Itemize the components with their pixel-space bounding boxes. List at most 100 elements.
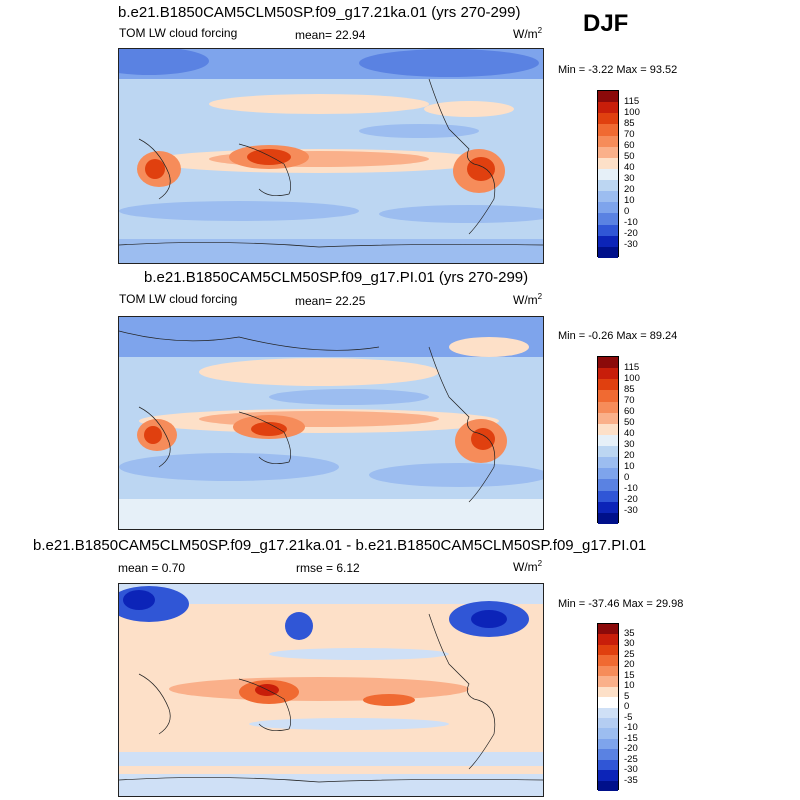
panel2-cb-tick: 60 bbox=[624, 406, 635, 417]
panel3-cb-tick: -10 bbox=[624, 722, 638, 733]
panel3-cb-swatch bbox=[598, 634, 618, 645]
panel2-cb-swatch bbox=[598, 501, 618, 513]
panel3-minmax: Min = -37.46 Max = 29.98 bbox=[558, 598, 684, 610]
panel2-cb-tick: 115 bbox=[624, 362, 640, 373]
panel3-kuroshio-blue bbox=[285, 612, 313, 640]
panel3-cb-tick: -30 bbox=[624, 764, 638, 775]
panel1-cb-tick: 0 bbox=[624, 206, 630, 217]
panel3-cb-swatch bbox=[598, 738, 618, 750]
panel1-arctic-blob-e bbox=[359, 49, 539, 77]
panel2-eurasia-coast bbox=[119, 330, 380, 351]
panel1-cb-tick: 85 bbox=[624, 118, 635, 129]
panel2-title: b.e21.B1850CAM5CLM50SP.f09_g17.PI.01 (yr… bbox=[144, 269, 529, 286]
panel2-minmax: Min = -0.26 Max = 89.24 bbox=[558, 330, 678, 342]
panel1-cb-tick: 20 bbox=[624, 184, 635, 195]
panel1-south-blue bbox=[119, 201, 359, 221]
season-label: DJF bbox=[583, 10, 629, 37]
panel3-cb-tick: 30 bbox=[624, 638, 635, 649]
panel1-arctic-blob-w bbox=[119, 49, 209, 75]
panel1-warmpool-core bbox=[247, 149, 291, 165]
panel2-cb-tick: -20 bbox=[624, 494, 638, 505]
panel2-mean-label: mean= bbox=[295, 294, 333, 308]
panel1-antarctica-coast bbox=[119, 242, 543, 248]
panel1-cb-tick: 70 bbox=[624, 129, 635, 140]
panel3-units-exp: 2 bbox=[537, 559, 543, 568]
panel1-mean-value: 22.94 bbox=[335, 28, 366, 42]
panel3-units: W/m2 bbox=[513, 559, 542, 574]
panel2-cb-swatch bbox=[598, 423, 618, 435]
panel2-africa-coast bbox=[138, 406, 171, 468]
panel2-cb-swatch bbox=[598, 490, 618, 502]
panel2-cb-tick: -30 bbox=[624, 505, 638, 516]
panel1-cb-swatch bbox=[598, 113, 618, 125]
panel1-cb-swatch bbox=[598, 224, 618, 236]
panel1-cb-tick: 40 bbox=[624, 162, 635, 173]
panel2-cb-swatch bbox=[598, 434, 618, 446]
panel2-map-svg bbox=[119, 317, 543, 529]
panel3-mean-label: mean = bbox=[118, 561, 159, 575]
panel2-units-exp: 2 bbox=[537, 292, 543, 301]
panel3-mean-value: 0.70 bbox=[161, 561, 186, 575]
panel3-natl-blue-core bbox=[471, 610, 507, 628]
panel3-southern-light bbox=[119, 752, 543, 766]
panel1-cb-swatch bbox=[598, 124, 618, 136]
panel1-natl-band bbox=[424, 101, 514, 117]
panel2-natl-band bbox=[449, 337, 529, 357]
panel1-minmax: Min = -3.22 Max = 93.52 bbox=[558, 64, 678, 76]
panel2-antarctic-band bbox=[119, 499, 543, 529]
panel3-cb-tick: -25 bbox=[624, 754, 638, 765]
panel1-cb-swatch bbox=[598, 157, 618, 169]
panel3-antarctica-coast bbox=[119, 777, 543, 783]
panel3-cb-tick: -20 bbox=[624, 743, 638, 754]
panel3-cb-tick: 10 bbox=[624, 680, 635, 691]
panel1-map bbox=[118, 48, 544, 264]
panel2-south-blue-e bbox=[369, 463, 543, 487]
panel2-cb-swatch bbox=[598, 457, 618, 469]
panel3-spac-light bbox=[249, 718, 449, 730]
panel2-cb-tick: 30 bbox=[624, 439, 635, 450]
panel3-cb-swatch bbox=[598, 770, 618, 781]
panel3-cb-tick: 35 bbox=[624, 628, 635, 639]
panel2-cb-swatch bbox=[598, 390, 618, 402]
panel2-cb-tick: 10 bbox=[624, 461, 635, 472]
panel1-subtrop-blue bbox=[359, 124, 479, 138]
panel3-cb-swatch bbox=[598, 655, 618, 666]
panel1-cb-tick: 50 bbox=[624, 151, 635, 162]
panel3-tropical-warm bbox=[169, 677, 469, 701]
panel1-cb-swatch bbox=[598, 102, 618, 114]
panel3-cb-swatch bbox=[598, 707, 618, 718]
panel3-rmse-value: 6.12 bbox=[336, 561, 360, 575]
panel1-cb-swatch bbox=[598, 191, 618, 203]
panel1-cb-swatch bbox=[598, 202, 618, 214]
panel2-subtrop-blue bbox=[269, 389, 429, 405]
panel2-cb-tick: 0 bbox=[624, 472, 630, 483]
panel2-americas-coast bbox=[428, 346, 496, 503]
panel1-mean-label: mean= bbox=[295, 28, 333, 42]
panel3-maritime-coast bbox=[238, 678, 291, 731]
panel1-cb-tick: 115 bbox=[624, 96, 640, 107]
panel1-cb-swatch bbox=[598, 168, 618, 180]
panel2-npac-band bbox=[199, 358, 439, 386]
panel3-cb-tick: -15 bbox=[624, 733, 638, 744]
panel2-variable: TOM LW cloud forcing bbox=[119, 292, 238, 306]
panel2-mean: mean= 22.25 bbox=[295, 294, 365, 308]
panel3-cb-swatch bbox=[598, 697, 618, 708]
panel3-mean: mean = 0.70 bbox=[118, 561, 185, 575]
panel1-variable: TOM LW cloud forcing bbox=[119, 26, 238, 40]
panel3-cb-tick: -5 bbox=[624, 712, 633, 723]
panel1-map-svg bbox=[119, 49, 543, 263]
panel2-cb-swatch bbox=[598, 468, 618, 480]
panel2-cb-tick: 50 bbox=[624, 417, 635, 428]
panel1-cb-swatch bbox=[598, 91, 618, 103]
panel1-samerica-core bbox=[467, 157, 495, 181]
panel2-cb-swatch bbox=[598, 446, 618, 458]
panel1-cb-tick: 30 bbox=[624, 173, 635, 184]
panel2-cb-swatch bbox=[598, 368, 618, 380]
panel1-antarctic-band bbox=[119, 239, 543, 263]
panel3-cb-swatch bbox=[598, 780, 618, 791]
panel2-cb-tick: 40 bbox=[624, 428, 635, 439]
panel2-units-base: W/m bbox=[513, 293, 538, 307]
panel1-cb-tick: -30 bbox=[624, 239, 638, 250]
panel2-africa-core bbox=[144, 426, 162, 444]
panel2-cb-tick: 85 bbox=[624, 384, 635, 395]
